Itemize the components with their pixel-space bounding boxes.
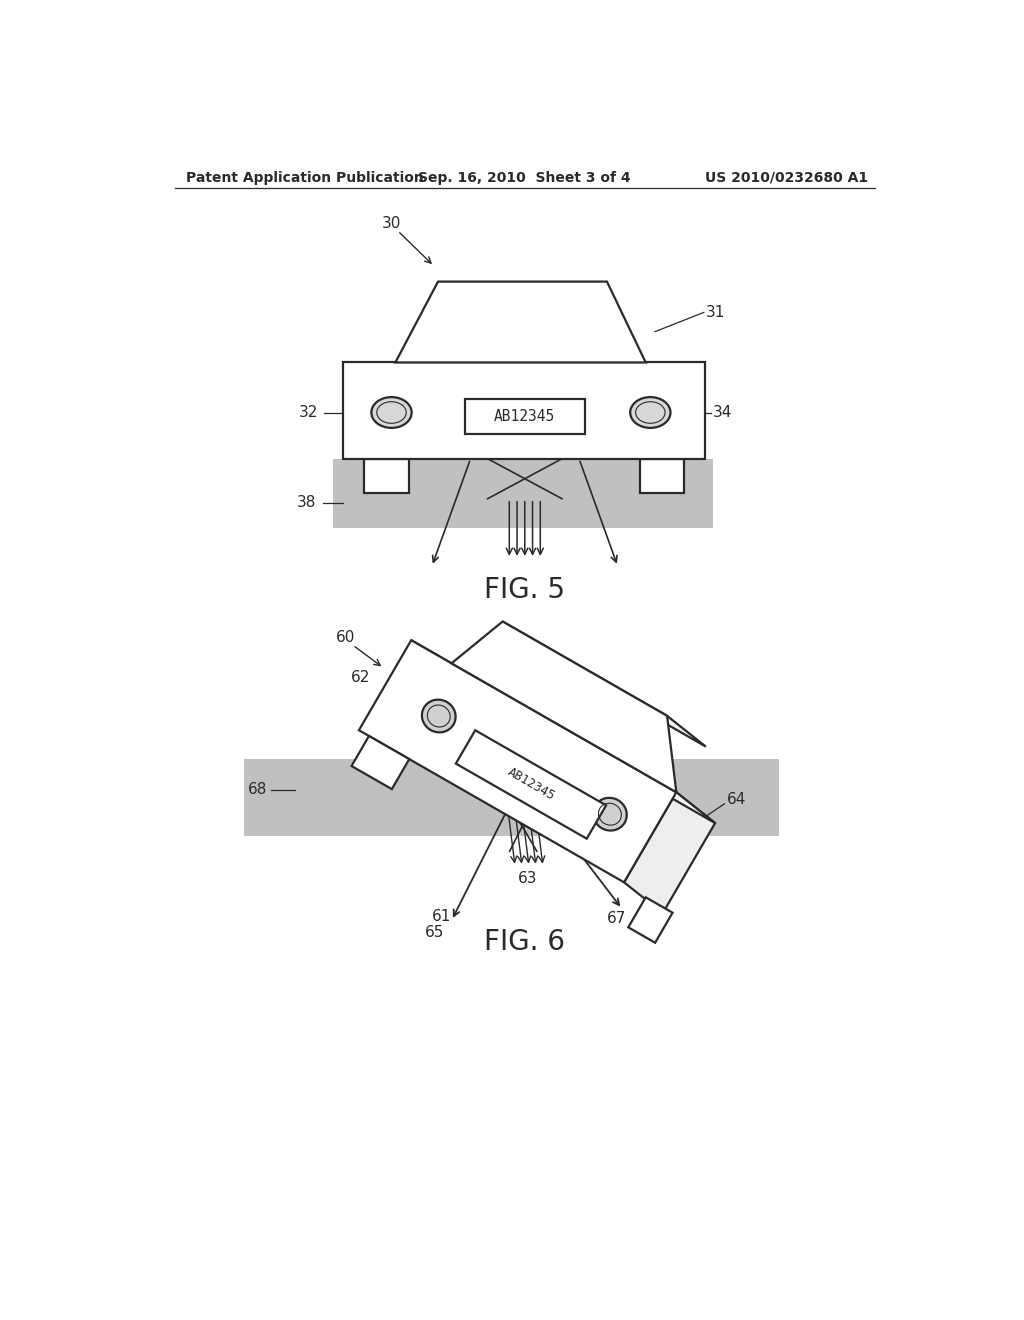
Polygon shape — [452, 622, 676, 792]
Bar — [465, 399, 585, 434]
Text: 36: 36 — [535, 368, 554, 383]
Text: Patent Application Publication: Patent Application Publication — [186, 170, 424, 185]
Ellipse shape — [422, 700, 456, 733]
Text: AB12345: AB12345 — [505, 766, 557, 804]
Text: US 2010/0232680 A1: US 2010/0232680 A1 — [705, 170, 868, 185]
Bar — [365, 459, 410, 494]
Bar — [343, 363, 706, 459]
Text: 30: 30 — [382, 216, 401, 231]
Polygon shape — [395, 281, 646, 363]
Text: Sep. 16, 2010  Sheet 3 of 4: Sep. 16, 2010 Sheet 3 of 4 — [419, 170, 631, 185]
Text: 66: 66 — [525, 733, 545, 747]
Ellipse shape — [630, 397, 671, 428]
Polygon shape — [624, 792, 715, 913]
Text: 60: 60 — [336, 630, 355, 645]
Text: 34: 34 — [713, 405, 732, 420]
Ellipse shape — [593, 797, 627, 830]
Text: 67: 67 — [606, 911, 626, 927]
Text: AB12345: AB12345 — [495, 409, 555, 424]
Polygon shape — [629, 898, 673, 942]
Text: 65: 65 — [424, 924, 443, 940]
Text: 68: 68 — [248, 783, 267, 797]
Text: FIG. 5: FIG. 5 — [484, 576, 565, 603]
Text: 38: 38 — [297, 495, 316, 510]
Bar — [245, 759, 779, 836]
Polygon shape — [456, 730, 606, 838]
Text: 32: 32 — [299, 405, 317, 420]
Text: 62: 62 — [351, 671, 371, 685]
Bar — [640, 459, 684, 494]
Ellipse shape — [372, 397, 412, 428]
Text: 31: 31 — [706, 305, 725, 319]
Bar — [334, 459, 713, 528]
Text: 64: 64 — [727, 792, 746, 808]
Text: 61: 61 — [432, 909, 452, 924]
Text: 63: 63 — [517, 871, 537, 886]
Text: FIG. 6: FIG. 6 — [484, 928, 565, 956]
Polygon shape — [351, 737, 410, 789]
Polygon shape — [412, 640, 715, 824]
Polygon shape — [359, 640, 676, 882]
Polygon shape — [503, 622, 706, 747]
